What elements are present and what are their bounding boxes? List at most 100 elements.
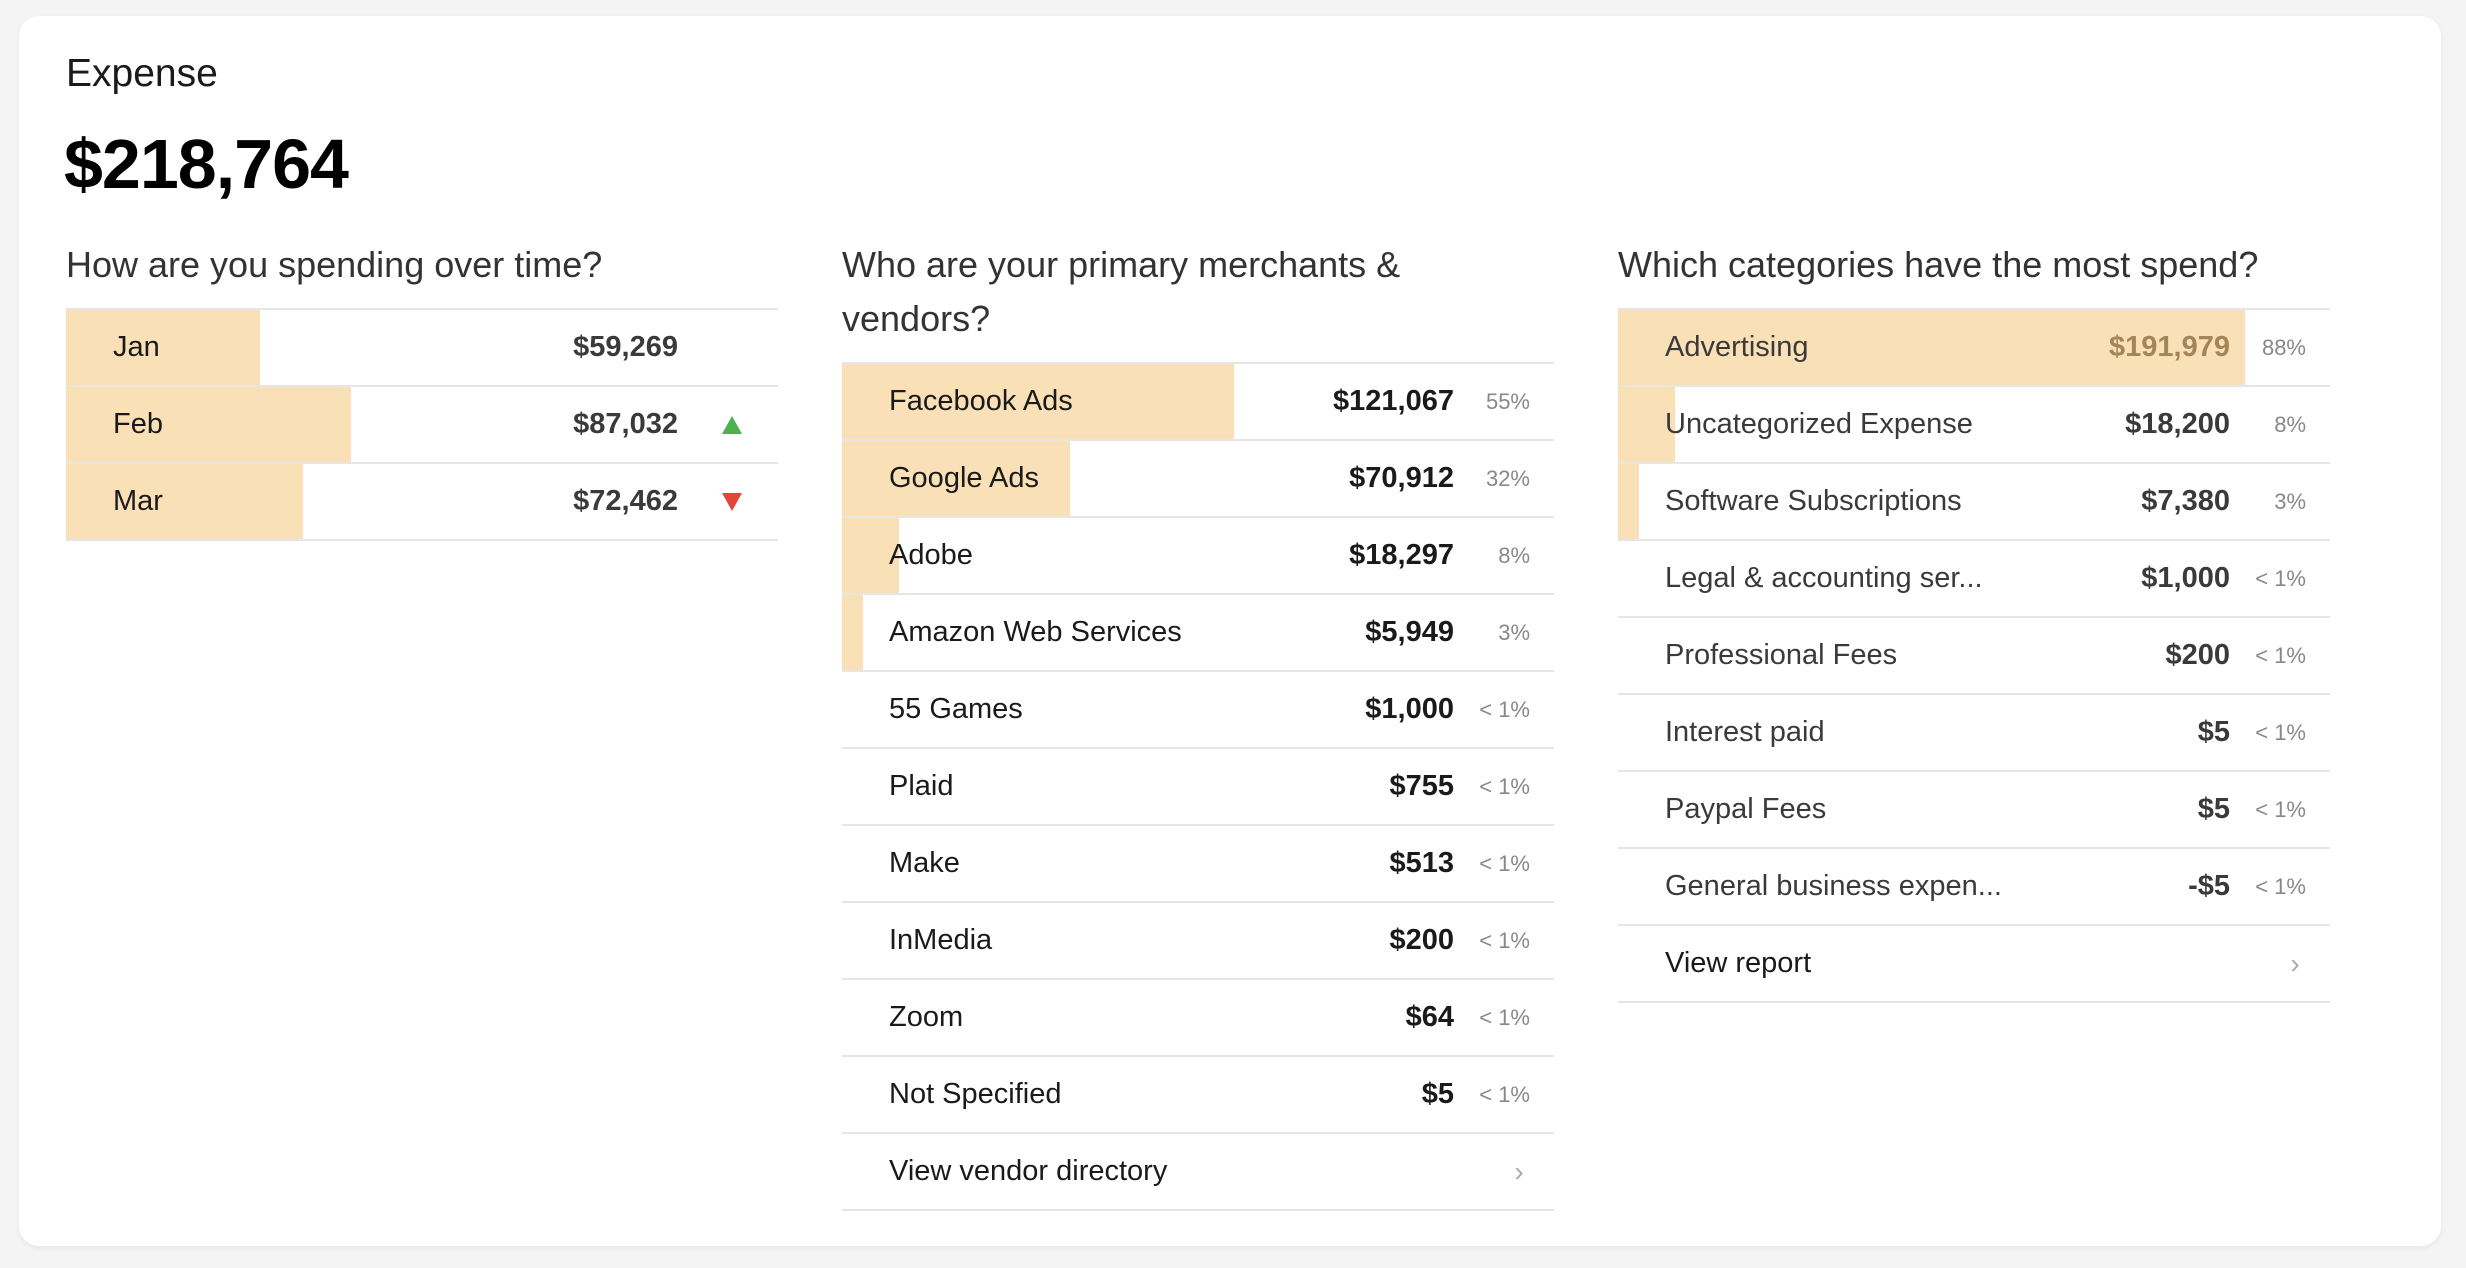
category-row-amount: $5 [2197,716,2230,748]
month-row[interactable]: Mar $72,462 [66,464,778,541]
merchant-row[interactable]: Adobe $18,297 8% [842,518,1554,595]
month-label: Feb [113,408,163,440]
month-bar [66,310,260,385]
merchant-row[interactable]: Google Ads $70,912 32% [842,441,1554,518]
merchant-row-amount: $18,297 [1349,539,1454,571]
merchant-row-amount: $513 [1389,847,1454,879]
merchant-row-percent: < 1% [1479,773,1530,799]
category-row[interactable]: Legal & accounting ser... $1,000 < 1% [1618,541,2330,618]
chevron-right-icon: › [1514,1155,1524,1187]
category-row-label: Advertising [1665,331,1809,363]
merchant-row-percent: 55% [1485,388,1530,414]
month-bar [66,387,351,462]
merchant-row-percent: < 1% [1479,1004,1530,1030]
merchant-row-label: InMedia [889,924,993,956]
merchant-row[interactable]: Facebook Ads $121,067 55% [842,364,1554,441]
merchant-row-label: Google Ads [889,462,1039,494]
category-row-percent: < 1% [2255,719,2306,745]
category-row[interactable]: Software Subscriptions $7,380 3% [1618,464,2330,541]
category-row-amount: $18,200 [2125,408,2230,440]
view-report-link[interactable]: View report › [1618,926,2330,1003]
chevron-right-icon: › [2290,947,2300,979]
merchant-row-percent: 3% [1498,619,1530,645]
expense-title: Expense [66,52,218,95]
merchant-row-label: Amazon Web Services [889,616,1182,648]
merchant-row[interactable]: Not Specified $5 < 1% [842,1057,1554,1134]
merchant-row-label: Make [889,847,960,879]
category-row[interactable]: Professional Fees $200 < 1% [1618,618,2330,695]
category-row-percent: < 1% [2255,565,2306,591]
category-row[interactable]: Uncategorized Expense $18,200 8% [1618,387,2330,464]
spending-over-time-list: Jan $59,269 Feb $87,032 Mar $72,462 [66,308,778,541]
category-row-bar [1618,387,1675,462]
merchants-list: Facebook Ads $121,067 55% Google Ads $70,912… [842,362,1554,1211]
trend-up-icon [722,415,742,434]
category-row-label: Uncategorized Expense [1665,408,1973,440]
merchant-row-percent: < 1% [1479,1081,1530,1107]
merchant-row-amount: $1,000 [1365,693,1454,725]
month-amount: $87,032 [573,408,678,440]
merchant-row-amount: $121,067 [1333,385,1454,417]
view-vendor-directory-link-label: View vendor directory [889,1155,1168,1187]
category-row[interactable]: Interest paid $5 < 1% [1618,695,2330,772]
view-vendor-directory-link[interactable]: View vendor directory › [842,1134,1554,1211]
merchant-row-percent: < 1% [1479,927,1530,953]
merchant-row-label: 55 Games [889,693,1023,725]
category-row[interactable]: Advertising $191,979 88% [1618,310,2330,387]
merchant-row-bar [842,364,1234,439]
trend-down-icon [722,492,742,511]
merchant-row-label: Zoom [889,1001,964,1033]
merchant-row[interactable]: Zoom $64 < 1% [842,980,1554,1057]
category-row-label: Software Subscriptions [1665,485,1962,517]
category-row-amount: -$5 [2188,870,2230,902]
merchant-row-percent: 8% [1498,542,1530,568]
merchant-row-amount: $5,949 [1365,616,1454,648]
merchant-row-bar [842,595,863,670]
merchant-row[interactable]: Plaid $755 < 1% [842,749,1554,826]
categories-section: Which categories have the most spend? Ad… [1618,238,2330,1003]
merchant-row-label: Plaid [889,770,954,802]
merchants-heading: Who are your primary merchants & vendors… [842,244,1401,339]
category-row-label: Interest paid [1665,716,1825,748]
categories-heading: Which categories have the most spend? [1618,244,2259,285]
category-row-percent: 3% [2274,488,2306,514]
merchant-row[interactable]: Make $513 < 1% [842,826,1554,903]
merchant-row-amount: $64 [1405,1001,1454,1033]
category-row-amount: $7,380 [2141,485,2230,517]
month-row[interactable]: Feb $87,032 [66,387,778,464]
merchant-row-label: Adobe [889,539,973,571]
view-report-link-label: View report [1665,947,1812,979]
merchant-row-percent: 32% [1485,465,1530,491]
merchant-row-bar [842,441,1070,516]
category-row-label: Paypal Fees [1665,793,1827,825]
category-row-amount: $191,979 [2109,331,2230,363]
categories-list: Advertising $191,979 88% Uncategorized Expe… [1618,308,2330,1003]
category-row-percent: 8% [2274,411,2306,437]
merchant-row-label: Facebook Ads [889,385,1073,417]
category-row-label: Professional Fees [1665,639,1898,671]
category-row[interactable]: General business expen... -$5 < 1% [1618,849,2330,926]
category-row-label: General business expen... [1665,870,2002,902]
expense-total: $218,764 [64,125,349,203]
month-label: Mar [113,485,163,517]
spending-over-time-heading: How are you spending over time? [66,244,603,285]
merchant-row-bar [842,518,899,593]
merchant-row[interactable]: InMedia $200 < 1% [842,903,1554,980]
month-bar [66,464,303,539]
category-row-amount: $1,000 [2141,562,2230,594]
month-label: Jan [113,331,160,363]
category-row-percent: 88% [2261,334,2306,360]
category-row-amount: $5 [2197,793,2230,825]
category-row[interactable]: Paypal Fees $5 < 1% [1618,772,2330,849]
merchants-section: Who are your primary merchants & vendors… [842,238,1554,1211]
category-row-amount: $200 [2165,639,2230,671]
merchant-row[interactable]: 55 Games $1,000 < 1% [842,672,1554,749]
category-row-percent: < 1% [2255,642,2306,668]
merchant-row-amount: $70,912 [1349,462,1454,494]
category-row-percent: < 1% [2255,796,2306,822]
month-amount: $59,269 [573,331,678,363]
merchant-row-percent: < 1% [1479,696,1530,722]
merchant-row[interactable]: Amazon Web Services $5,949 3% [842,595,1554,672]
month-row[interactable]: Jan $59,269 [66,310,778,387]
category-row-bar [1618,464,1639,539]
